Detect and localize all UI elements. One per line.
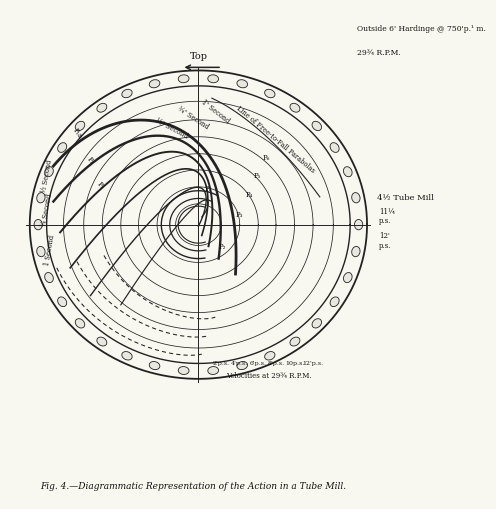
Ellipse shape: [352, 247, 360, 257]
Ellipse shape: [312, 319, 321, 328]
Text: 10p.s.: 10p.s.: [285, 361, 304, 365]
Ellipse shape: [58, 144, 66, 153]
Text: 12'p.s.: 12'p.s.: [303, 361, 323, 365]
Ellipse shape: [208, 367, 219, 375]
Ellipse shape: [97, 104, 107, 113]
Text: P₁: P₁: [205, 184, 212, 192]
Text: Line of Free-to-Fall Parabolas: Line of Free-to-Fall Parabolas: [235, 104, 317, 174]
Ellipse shape: [312, 122, 321, 131]
Text: 4'p.s.: 4'p.s.: [231, 361, 248, 365]
Ellipse shape: [352, 193, 360, 204]
Ellipse shape: [178, 367, 189, 375]
Ellipse shape: [34, 220, 42, 231]
Ellipse shape: [343, 273, 352, 283]
Ellipse shape: [208, 76, 219, 83]
Text: ¾ Second: ¾ Second: [40, 193, 54, 227]
Ellipse shape: [178, 76, 189, 83]
Text: P₂: P₂: [85, 155, 96, 166]
Text: 8'p.s.: 8'p.s.: [267, 361, 285, 365]
Ellipse shape: [265, 352, 275, 360]
Ellipse shape: [265, 90, 275, 99]
Ellipse shape: [122, 90, 132, 99]
Ellipse shape: [45, 167, 54, 178]
Ellipse shape: [45, 273, 54, 283]
Text: 12'
p.s.: 12' p.s.: [379, 232, 391, 249]
Text: Velocities at 29¾ R.P.M.: Velocities at 29¾ R.P.M.: [226, 372, 312, 379]
Text: ½ˢ Second: ½ˢ Second: [154, 117, 189, 140]
Ellipse shape: [122, 352, 132, 360]
Ellipse shape: [37, 193, 45, 204]
Text: 4½ Tube Mill: 4½ Tube Mill: [377, 193, 434, 202]
Text: ½ Second: ½ Second: [40, 159, 54, 193]
Text: 11¼
p.s.: 11¼ p.s.: [379, 207, 395, 224]
Text: P₃: P₃: [95, 180, 106, 190]
Ellipse shape: [330, 144, 339, 153]
Ellipse shape: [75, 122, 85, 131]
Ellipse shape: [37, 247, 45, 257]
Text: 1ˢ Second: 1ˢ Second: [200, 98, 231, 125]
Ellipse shape: [58, 297, 66, 307]
Text: P₃: P₃: [235, 210, 243, 218]
Ellipse shape: [75, 319, 85, 328]
Text: Outside 6' Hardinge @ 750'p.¹ m.: Outside 6' Hardinge @ 750'p.¹ m.: [357, 25, 486, 33]
Text: 1 Second: 1 Second: [43, 234, 57, 266]
Text: Fig. 4.—Diagrammatic Representation of the Action in a Tube Mill.: Fig. 4.—Diagrammatic Representation of t…: [40, 482, 346, 490]
Ellipse shape: [343, 167, 352, 178]
Ellipse shape: [237, 362, 248, 370]
Ellipse shape: [149, 362, 160, 370]
Ellipse shape: [290, 104, 300, 113]
Ellipse shape: [290, 337, 300, 346]
Text: Top: Top: [189, 51, 207, 61]
Text: ¾ˢ Second: ¾ˢ Second: [176, 104, 210, 130]
Ellipse shape: [237, 80, 248, 89]
Ellipse shape: [149, 80, 160, 89]
Text: P₅: P₅: [254, 172, 261, 180]
Text: 29¾ R.P.M.: 29¾ R.P.M.: [357, 48, 401, 56]
Text: P₆: P₆: [262, 154, 269, 161]
Text: P₁a: P₁a: [70, 126, 83, 139]
Text: 6'p.s.: 6'p.s.: [250, 361, 267, 365]
Ellipse shape: [97, 337, 107, 346]
Text: P₂: P₂: [218, 243, 226, 251]
Ellipse shape: [330, 297, 339, 307]
Text: 2'p.s.: 2'p.s.: [213, 361, 230, 365]
Ellipse shape: [355, 220, 363, 231]
Text: P₄: P₄: [246, 190, 252, 199]
